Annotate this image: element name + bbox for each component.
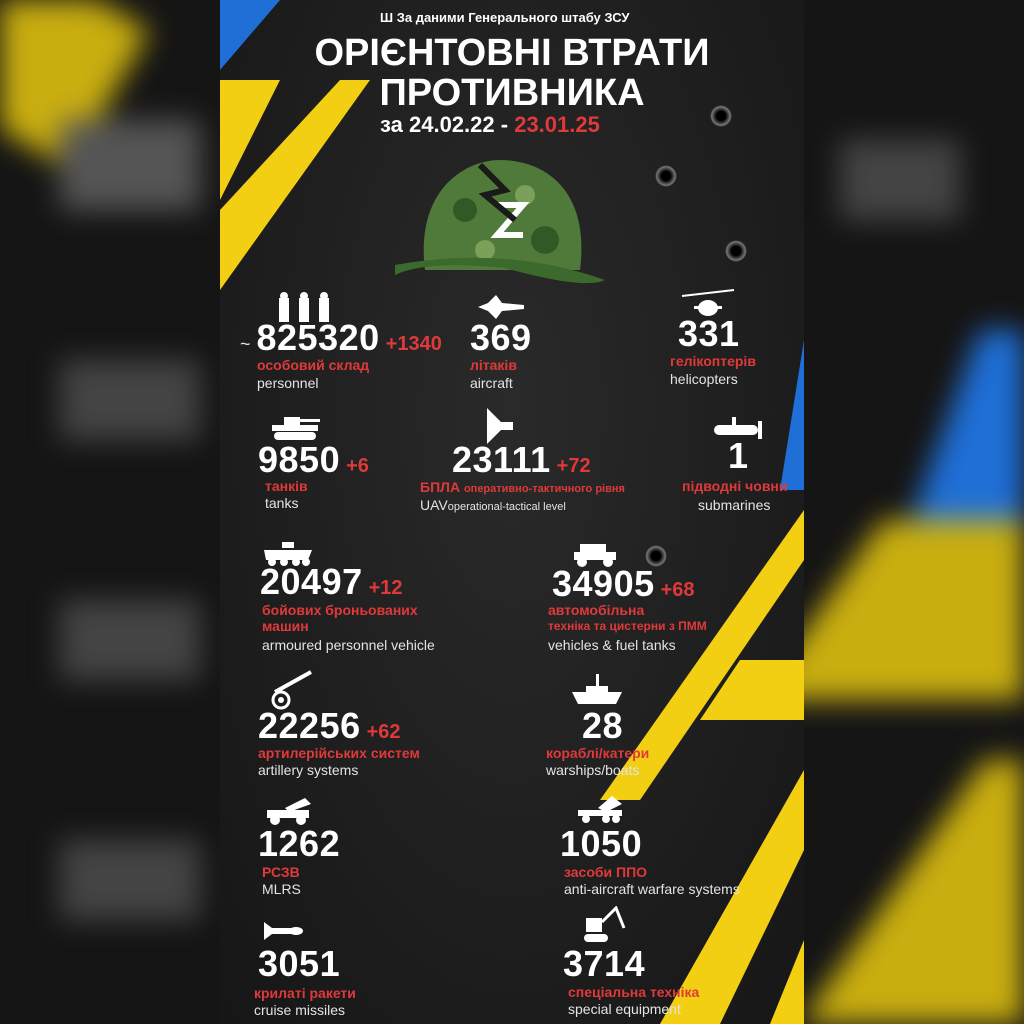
stat-value-row: 20497 +12 bbox=[260, 562, 403, 602]
trident-icon: Ш bbox=[380, 10, 394, 25]
stat-label-en-main: UAV bbox=[420, 497, 448, 513]
bullet-hole-icon bbox=[655, 165, 677, 187]
stat-label-uk: танків bbox=[265, 478, 308, 494]
stat-delta: +1340 bbox=[385, 333, 442, 355]
stat-delta: +62 bbox=[366, 721, 401, 743]
bullet-hole-icon bbox=[725, 240, 747, 262]
stat-delta: +68 bbox=[660, 579, 695, 601]
stat-delta: +6 bbox=[346, 455, 369, 477]
helmet-icon bbox=[395, 160, 605, 284]
stat-value: 23111 bbox=[452, 439, 551, 480]
excavator-icon bbox=[584, 906, 626, 942]
stat-label-en: operational-tactical level bbox=[447, 501, 566, 513]
stat-label-uk: кораблі/катери bbox=[546, 745, 650, 761]
stat-label-en: anti-aircraft warfare systems bbox=[564, 881, 740, 897]
stat-label-en: submarines bbox=[698, 497, 771, 513]
stat-label-uk: гелікоптерів bbox=[670, 353, 756, 369]
stat-label-en: MLRS bbox=[262, 881, 301, 897]
stat-value: 28 bbox=[582, 705, 624, 746]
stat-label-uk-main: БПЛА bbox=[420, 479, 461, 495]
stat-label-uk: артилерійських систем bbox=[258, 745, 420, 761]
stat-value: 3051 bbox=[258, 943, 341, 984]
stat-label-en: personnel bbox=[257, 375, 319, 391]
stat-label-uk-2: техніка та цистерни з ПММ bbox=[548, 619, 707, 633]
stat-label-uk: особовий склад bbox=[257, 357, 370, 373]
stat-delta: +72 bbox=[556, 455, 591, 477]
missile-icon bbox=[264, 922, 303, 940]
stat-label-en: aircraft bbox=[470, 375, 513, 391]
stat-value: 34905 bbox=[552, 563, 655, 604]
stat-value: 9850 bbox=[258, 439, 341, 480]
rocket-launcher-icon bbox=[267, 798, 311, 825]
stat-value-row: 22256 +62 bbox=[258, 706, 401, 746]
stat-label-en: armoured personnel vehicle bbox=[262, 637, 435, 653]
apc-icon bbox=[264, 542, 312, 566]
stat-label-uk: підводні човни bbox=[682, 478, 788, 494]
stat-value: 369 bbox=[470, 317, 532, 358]
stat-value-row: 34905 +68 bbox=[552, 564, 695, 604]
stat-label-en: special equipment bbox=[568, 1001, 681, 1017]
stat-value-row: ~ 825320 +1340 bbox=[240, 318, 442, 358]
stat-label-uk: спеціальна техніка bbox=[568, 984, 700, 1000]
submarine-icon bbox=[714, 417, 762, 439]
jet-icon bbox=[478, 295, 524, 319]
title-line-2: ПРОТИВНИКА bbox=[379, 72, 645, 114]
soldiers-icon bbox=[279, 292, 329, 322]
stat-label-en: tanks bbox=[265, 495, 299, 511]
stat-label-uk: автомобільна bbox=[548, 602, 645, 618]
stat-label-uk: літаків bbox=[470, 357, 517, 373]
date-end: 23.01.25 bbox=[514, 112, 600, 137]
stat-value: 1050 bbox=[560, 823, 643, 864]
title-line-1: ОРІЄНТОВНІ ВТРАТИ bbox=[314, 32, 710, 74]
stat-value-row: 9850 +6 bbox=[258, 440, 369, 480]
stat-label-uk-2: машин bbox=[262, 618, 309, 634]
flag-stripes-decoration bbox=[220, 0, 804, 1024]
stat-label-en: cruise missiles bbox=[254, 1002, 346, 1018]
stat-value: 331 bbox=[678, 313, 740, 354]
cannon-icon bbox=[271, 670, 312, 710]
drone-icon bbox=[487, 408, 513, 444]
stat-label-en: warships/boats bbox=[546, 762, 640, 778]
bullet-hole-icon bbox=[710, 105, 732, 127]
date-range: за 24.02.22 - 23.01.25 bbox=[380, 112, 600, 138]
stat-delta: +12 bbox=[368, 577, 403, 599]
source-line: Ш За даними Генерального штабу ЗСУ bbox=[380, 10, 630, 25]
stat-label-uk: бойових броньованих bbox=[262, 602, 418, 618]
truck-icon bbox=[574, 544, 616, 567]
stat-value: 22256 bbox=[258, 705, 361, 746]
helicopter-icon bbox=[681, 289, 735, 316]
stat-value: 825320 bbox=[256, 317, 380, 358]
stat-label-en: vehicles & fuel tanks bbox=[548, 637, 676, 653]
stat-value: 20497 bbox=[260, 561, 363, 602]
approx-sign: ~ bbox=[240, 334, 251, 354]
stat-label-en: artillery systems bbox=[258, 762, 359, 778]
tank-icon bbox=[272, 417, 320, 440]
stat-value: 3714 bbox=[563, 943, 646, 984]
source-text: За даними Генерального штабу ЗСУ bbox=[396, 10, 630, 25]
ship-icon bbox=[572, 674, 622, 704]
infographic-panel: Ш За даними Генерального штабу ЗСУ ОРІЄН… bbox=[220, 0, 804, 1024]
stat-label-en: helicopters bbox=[670, 371, 738, 387]
stat-label-uk: засоби ППО bbox=[564, 864, 648, 880]
stat-label-uk: оперативно-тактичного рівня bbox=[463, 483, 625, 495]
air-defense-icon bbox=[578, 796, 622, 823]
stat-label-uk: крилаті ракети bbox=[254, 985, 356, 1001]
bullet-hole-icon bbox=[645, 545, 667, 567]
stat-value-row: 23111 +72 bbox=[452, 440, 591, 480]
stat-value: 1 bbox=[728, 435, 749, 476]
stat-value: 1262 bbox=[258, 823, 341, 864]
stat-label-uk: РСЗВ bbox=[262, 864, 300, 880]
date-start: за 24.02.22 - bbox=[380, 112, 509, 137]
